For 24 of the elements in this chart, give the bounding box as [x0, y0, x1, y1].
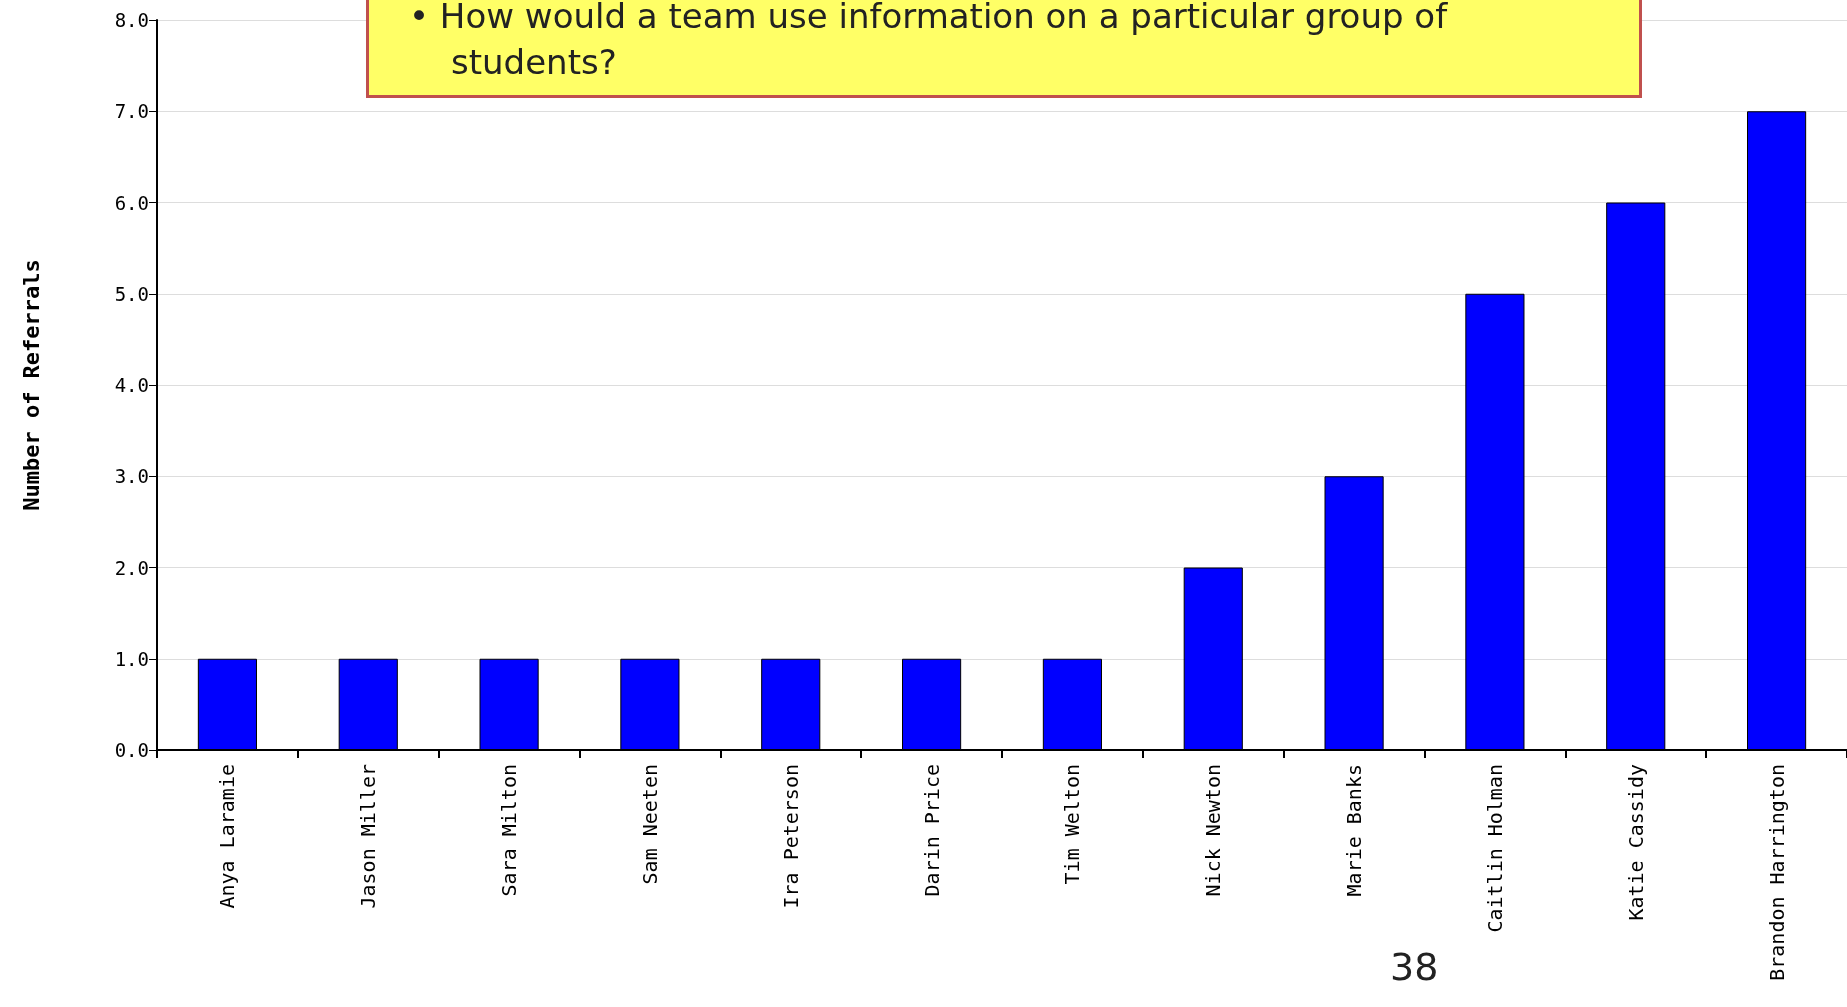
note-box: • How would a team use information on a particular group of students? [366, 0, 1642, 98]
x-tick-label: Sam Neeten [637, 764, 662, 885]
x-tick-label: Marie Banks [1342, 764, 1367, 897]
y-tick-label: 2.0 [114, 556, 149, 579]
y-tick-label: 8.0 [114, 9, 149, 31]
x-tick-label: Brandon Harrington [1764, 764, 1789, 981]
y-tick-label: 3.0 [114, 465, 149, 488]
x-tick-label: Tim Welton [1060, 764, 1085, 885]
y-axis-title: Number of Referrals [18, 259, 44, 511]
x-tick-label: Sara Milton [497, 764, 522, 897]
y-tick-label: 7.0 [114, 100, 149, 123]
x-tick-label: Katie Cassidy [1623, 764, 1648, 921]
y-tick-label: 5.0 [114, 282, 149, 305]
x-tick-label: Ira Peterson [778, 764, 803, 909]
text: 38 [1390, 945, 1439, 989]
y-tick-label: 4.0 [114, 374, 149, 396]
y-tick-label: 1.0 [114, 647, 149, 670]
x-tick-label: Jason Miller [356, 764, 381, 909]
x-tick-label: Nick Newton [1201, 764, 1226, 897]
x-tick-label: Caitlin Holman [1482, 764, 1507, 933]
y-tick-label: 0.0 [114, 739, 149, 761]
x-tick-label: Anya Laramie [215, 764, 240, 909]
x-tick-label: Darin Price [919, 764, 944, 897]
y-tick-label: 6.0 [114, 191, 149, 214]
